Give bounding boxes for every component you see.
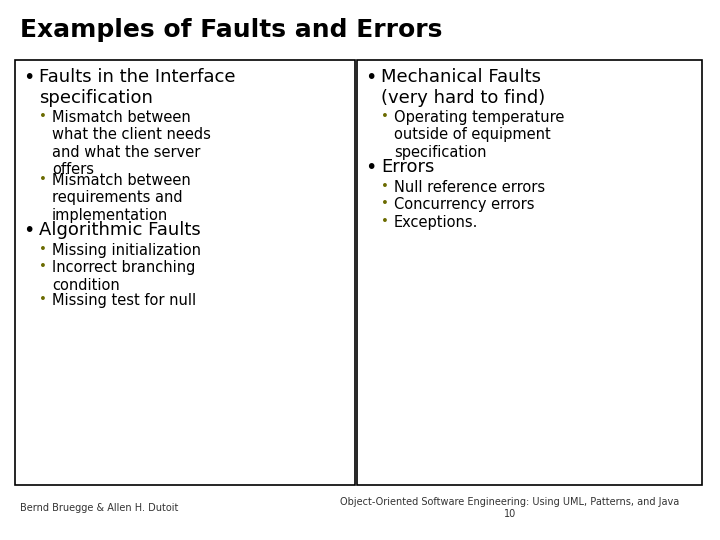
Text: Concurrency errors: Concurrency errors — [394, 198, 534, 212]
Text: •: • — [39, 173, 47, 186]
Text: •: • — [23, 68, 35, 87]
Text: •: • — [365, 68, 377, 87]
FancyBboxPatch shape — [357, 60, 702, 485]
Text: •: • — [39, 293, 47, 306]
Text: Errors: Errors — [381, 158, 434, 176]
Text: •: • — [381, 214, 389, 228]
Text: Bernd Bruegge & Allen H. Dutoit: Bernd Bruegge & Allen H. Dutoit — [20, 503, 179, 513]
Text: Object-Oriented Software Engineering: Using UML, Patterns, and Java
10: Object-Oriented Software Engineering: Us… — [341, 497, 680, 519]
Text: •: • — [381, 198, 389, 211]
Text: •: • — [365, 158, 377, 177]
Text: •: • — [39, 260, 47, 273]
Text: Null reference errors: Null reference errors — [394, 180, 545, 195]
Text: •: • — [39, 243, 47, 256]
Text: Examples of Faults and Errors: Examples of Faults and Errors — [20, 18, 442, 42]
Text: Missing test for null: Missing test for null — [52, 293, 196, 308]
Text: •: • — [381, 180, 389, 193]
Text: Algorithmic Faults: Algorithmic Faults — [39, 220, 201, 239]
Text: Missing initialization: Missing initialization — [52, 243, 201, 258]
Text: Operating temperature
outside of equipment
specification: Operating temperature outside of equipme… — [394, 110, 564, 160]
Text: Mismatch between
requirements and
implementation: Mismatch between requirements and implem… — [52, 173, 191, 222]
Text: Mechanical Faults
(very hard to find): Mechanical Faults (very hard to find) — [381, 68, 545, 107]
Text: Mismatch between
what the client needs
and what the server
offers: Mismatch between what the client needs a… — [52, 110, 211, 177]
Text: Exceptions.: Exceptions. — [394, 214, 478, 230]
Text: •: • — [381, 110, 389, 123]
Text: •: • — [23, 220, 35, 240]
Text: Faults in the Interface
specification: Faults in the Interface specification — [39, 68, 235, 107]
FancyBboxPatch shape — [15, 60, 355, 485]
Text: Incorrect branching
condition: Incorrect branching condition — [52, 260, 195, 293]
Text: •: • — [39, 110, 47, 123]
